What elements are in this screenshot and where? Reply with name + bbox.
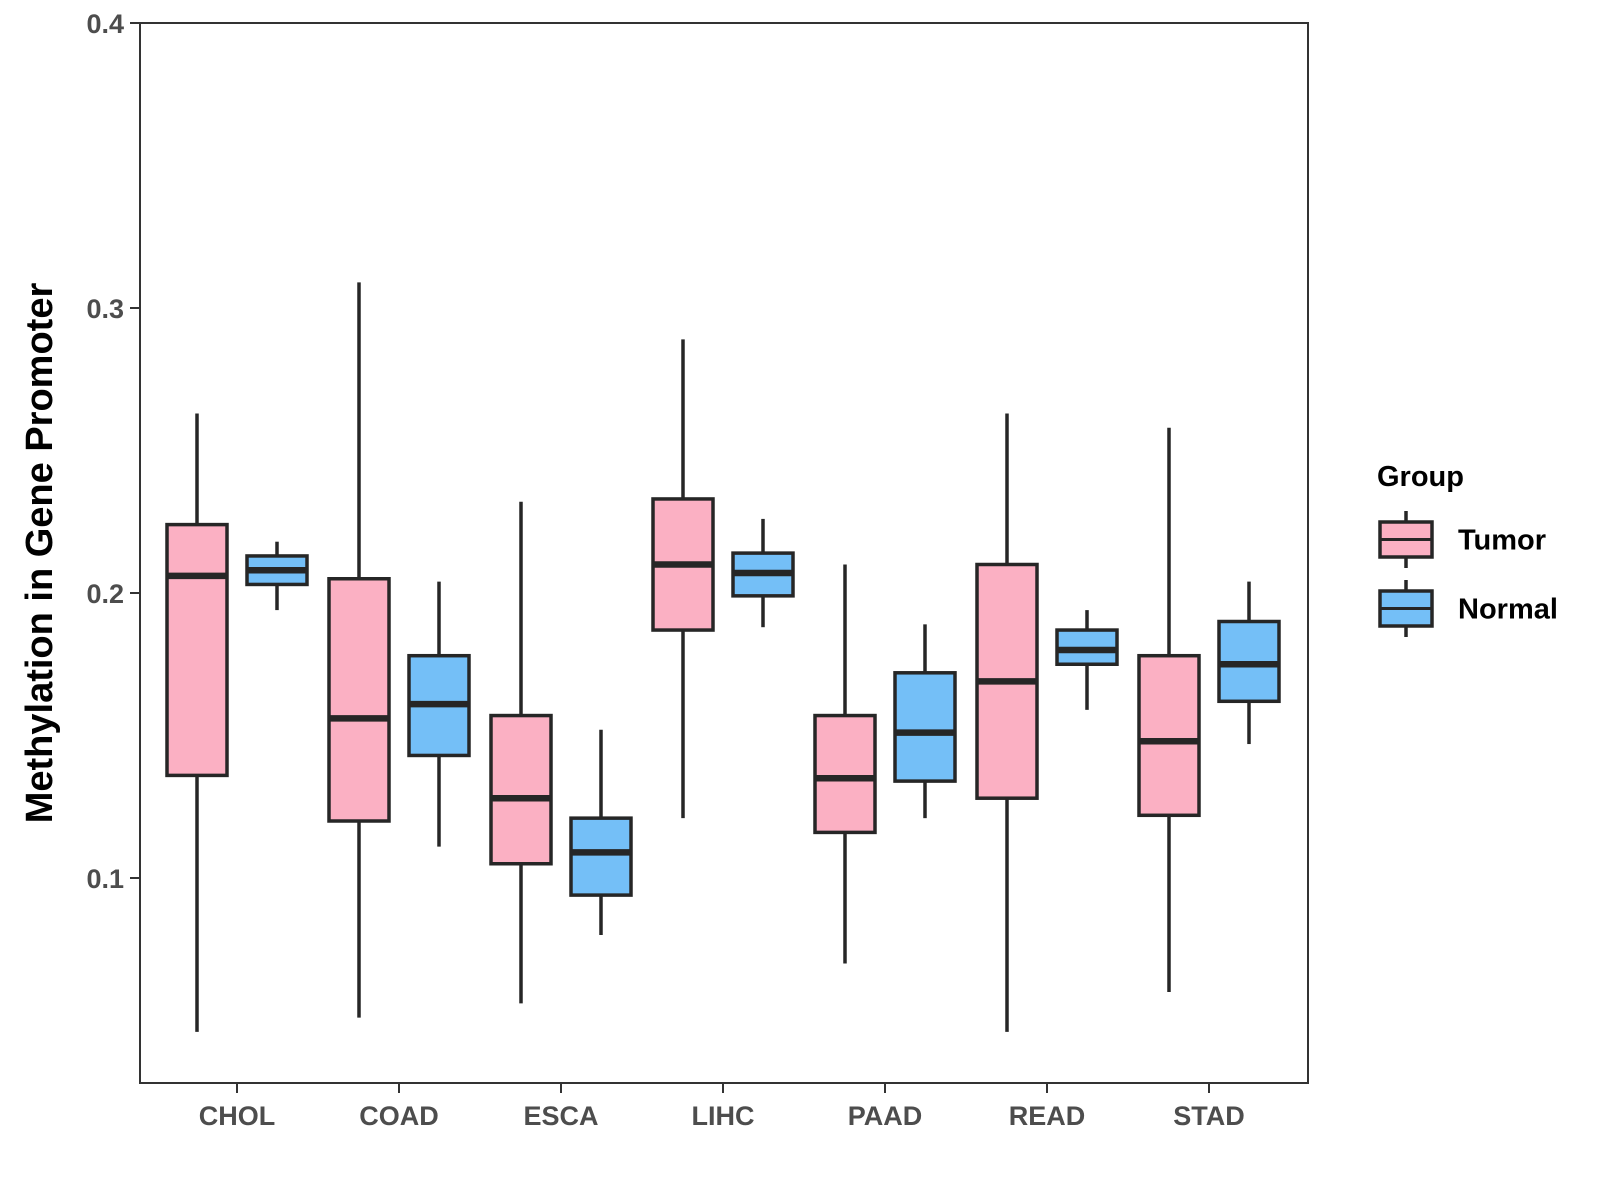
- y-tick-label: 0.4: [86, 9, 124, 39]
- plot-boxes: [165, 282, 1281, 1032]
- box-read-normal: [1055, 610, 1119, 710]
- legend-label: Normal: [1458, 594, 1558, 626]
- x-tick-label-chol: CHOL: [199, 1101, 276, 1131]
- box-chol-normal: [245, 541, 309, 611]
- x-tick-label-read: READ: [1009, 1101, 1086, 1131]
- box-paad-tumor: [813, 564, 877, 964]
- x-tick-label-coad: COAD: [359, 1101, 439, 1131]
- legend: Group Tumor Normal: [1377, 461, 1558, 637]
- y-tick-label: 0.2: [86, 579, 124, 609]
- box-iqr: [327, 577, 391, 823]
- box-stad-normal: [1217, 581, 1281, 745]
- x-tick-label-paad: PAAD: [848, 1101, 923, 1131]
- box-esca-normal: [569, 729, 633, 935]
- box-coad-tumor: [327, 282, 391, 1018]
- y-axis: 0.1 0.2 0.3 0.4: [86, 9, 140, 894]
- box-stad-tumor: [1137, 427, 1201, 992]
- x-axis: CHOL COAD ESCA LIHC PAAD READ STAD: [199, 1083, 1245, 1131]
- box-lihc-normal: [731, 518, 795, 628]
- box-lihc-tumor: [651, 339, 715, 819]
- y-tick-label: 0.3: [86, 294, 124, 324]
- box-iqr: [165, 522, 229, 778]
- box-chol-tumor: [165, 413, 229, 1032]
- box-coad-normal: [407, 581, 471, 847]
- legend-title: Group: [1377, 461, 1464, 493]
- legend-item-normal: Normal: [1378, 580, 1558, 637]
- x-tick-label-stad: STAD: [1173, 1101, 1245, 1131]
- y-axis-title: Methylation in Gene Promoter: [19, 283, 61, 824]
- y-tick-label: 0.1: [86, 864, 124, 894]
- box-iqr: [813, 713, 877, 835]
- x-tick-label-esca: ESCA: [523, 1101, 598, 1131]
- box-paad-normal: [893, 624, 957, 819]
- x-tick-label-lihc: LIHC: [692, 1101, 755, 1131]
- plot-panel-border: [139, 22, 1309, 1084]
- box-iqr: [489, 713, 553, 866]
- box-read-tumor: [975, 413, 1039, 1032]
- box-iqr: [1137, 653, 1201, 818]
- legend-label: Tumor: [1458, 525, 1546, 557]
- box-iqr: [569, 816, 633, 897]
- box-iqr: [893, 671, 957, 783]
- legend-entries: Tumor Normal: [1378, 511, 1558, 637]
- box-esca-tumor: [489, 501, 553, 1004]
- legend-item-tumor: Tumor: [1378, 511, 1546, 568]
